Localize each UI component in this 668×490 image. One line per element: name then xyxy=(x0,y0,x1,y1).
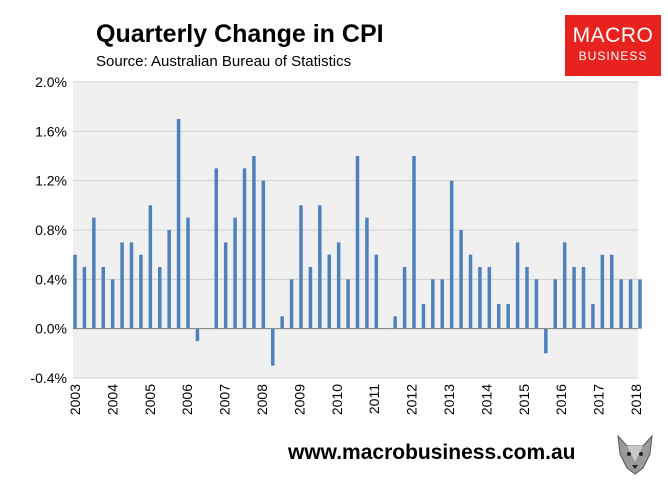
cpi-bar xyxy=(638,279,642,329)
y-tick-label: -0.4% xyxy=(30,370,67,386)
macrobusiness-logo[interactable]: MACRO BUSINESS xyxy=(565,15,661,76)
x-tick-label: 2017 xyxy=(591,384,607,415)
cpi-bar xyxy=(110,279,115,329)
cpi-bar xyxy=(195,328,200,341)
cpi-bar xyxy=(289,279,294,329)
gridlines xyxy=(73,81,638,379)
cpi-bar xyxy=(628,279,633,329)
data-bars xyxy=(73,119,642,366)
cpi-bar xyxy=(261,180,266,329)
chart-title: Quarterly Change in CPI xyxy=(96,20,384,48)
x-tick-label: 2010 xyxy=(329,384,345,415)
x-tick-label: 2007 xyxy=(217,384,233,415)
cpi-bar xyxy=(242,168,247,329)
x-tick-label: 2018 xyxy=(628,384,644,415)
x-tick-label: 2008 xyxy=(254,384,270,415)
x-tick-label: 2004 xyxy=(104,384,120,415)
x-axis-tick-labels: 2003 2004 2005 2006 2007 2008 2009 2010 2011 2012… xyxy=(67,384,644,415)
cpi-bar xyxy=(271,328,275,366)
x-tick-label: 2011 xyxy=(366,384,382,414)
cpi-bar xyxy=(318,205,322,329)
cpi-bar xyxy=(600,254,605,329)
cpi-bar xyxy=(355,156,360,329)
cpi-bar xyxy=(525,267,529,329)
y-tick-label: 0.0% xyxy=(35,321,67,337)
y-tick-label: 0.8% xyxy=(35,222,67,238)
x-tick-label: 2009 xyxy=(291,384,307,415)
y-tick-label: 1.6% xyxy=(35,123,67,139)
cpi-bar xyxy=(619,279,623,329)
cpi-bar xyxy=(374,254,379,329)
x-tick-label: 2003 xyxy=(67,384,83,415)
cpi-bar xyxy=(139,254,143,329)
y-tick-label: 1.2% xyxy=(35,173,67,189)
cpi-bar xyxy=(421,304,426,329)
x-tick-label: 2015 xyxy=(516,384,532,415)
cpi-bar xyxy=(327,254,331,329)
cpi-bar xyxy=(186,217,190,329)
footer-website-url[interactable]: www.macrobusiness.com.au xyxy=(288,441,576,464)
cpi-bar xyxy=(308,267,313,329)
x-tick-label: 2016 xyxy=(553,384,569,415)
cpi-bar xyxy=(214,168,218,329)
cpi-bar xyxy=(393,316,397,329)
cpi-bar xyxy=(252,156,256,329)
x-tick-label: 2006 xyxy=(179,384,195,415)
cpi-bar xyxy=(223,242,228,329)
cpi-bar xyxy=(449,180,454,329)
cpi-bar xyxy=(487,267,492,329)
cpi-bar xyxy=(515,242,520,329)
cpi-bar xyxy=(497,304,501,329)
cpi-bar-chart: 2.0%1.6%1.2%0.8%0.4%0.0%-0.4% 2003 2004 20… xyxy=(30,74,644,415)
cpi-bar xyxy=(280,316,284,329)
cpi-bar xyxy=(562,242,567,329)
cpi-bar xyxy=(440,279,444,329)
x-tick-label: 2005 xyxy=(142,384,158,415)
cpi-bar xyxy=(402,267,407,329)
cpi-bar xyxy=(534,279,539,329)
logo-line-business: BUSINESS xyxy=(578,49,648,63)
y-tick-label: 0.4% xyxy=(35,271,67,287)
cpi-bar xyxy=(148,205,153,329)
cpi-bar xyxy=(346,279,350,329)
cpi-bar xyxy=(468,254,473,329)
wolf-head-icon xyxy=(612,432,658,478)
cpi-bar xyxy=(120,242,124,329)
cpi-bar xyxy=(412,156,416,329)
cpi-bar xyxy=(158,267,162,329)
x-tick-label: 2014 xyxy=(478,384,494,415)
cpi-bar xyxy=(299,205,303,329)
cpi-bar xyxy=(167,230,171,329)
cpi-bar xyxy=(572,267,576,329)
cpi-bar xyxy=(101,267,105,329)
cpi-bar xyxy=(478,267,482,329)
cpi-bar xyxy=(431,279,435,329)
x-tick-label: 2012 xyxy=(404,384,420,415)
cpi-bar xyxy=(581,267,586,329)
cpi-bar xyxy=(610,254,614,329)
cpi-bar xyxy=(544,328,548,354)
logo-line-macro: MACRO xyxy=(572,24,654,47)
y-axis-tick-labels: 2.0% 1.6% 1.2% 0.8% 0.4% 0.0% -0.4% xyxy=(30,74,67,386)
cpi-bar xyxy=(92,217,96,329)
cpi-bar xyxy=(365,217,369,329)
cpi-bar xyxy=(336,242,341,329)
cpi-bar xyxy=(506,304,510,329)
cpi-bar xyxy=(233,217,237,329)
cpi-bar xyxy=(176,119,181,329)
y-tick-label: 2.0% xyxy=(35,74,67,90)
chart-subtitle: Source: Australian Bureau of Statistics xyxy=(96,53,352,70)
x-tick-label: 2013 xyxy=(441,384,457,415)
cpi-bar xyxy=(82,267,87,329)
cpi-bar xyxy=(591,304,595,329)
cpi-bar xyxy=(73,254,77,329)
cpi-bar xyxy=(129,242,134,329)
cpi-bar xyxy=(553,279,557,329)
cpi-bar xyxy=(459,230,463,329)
